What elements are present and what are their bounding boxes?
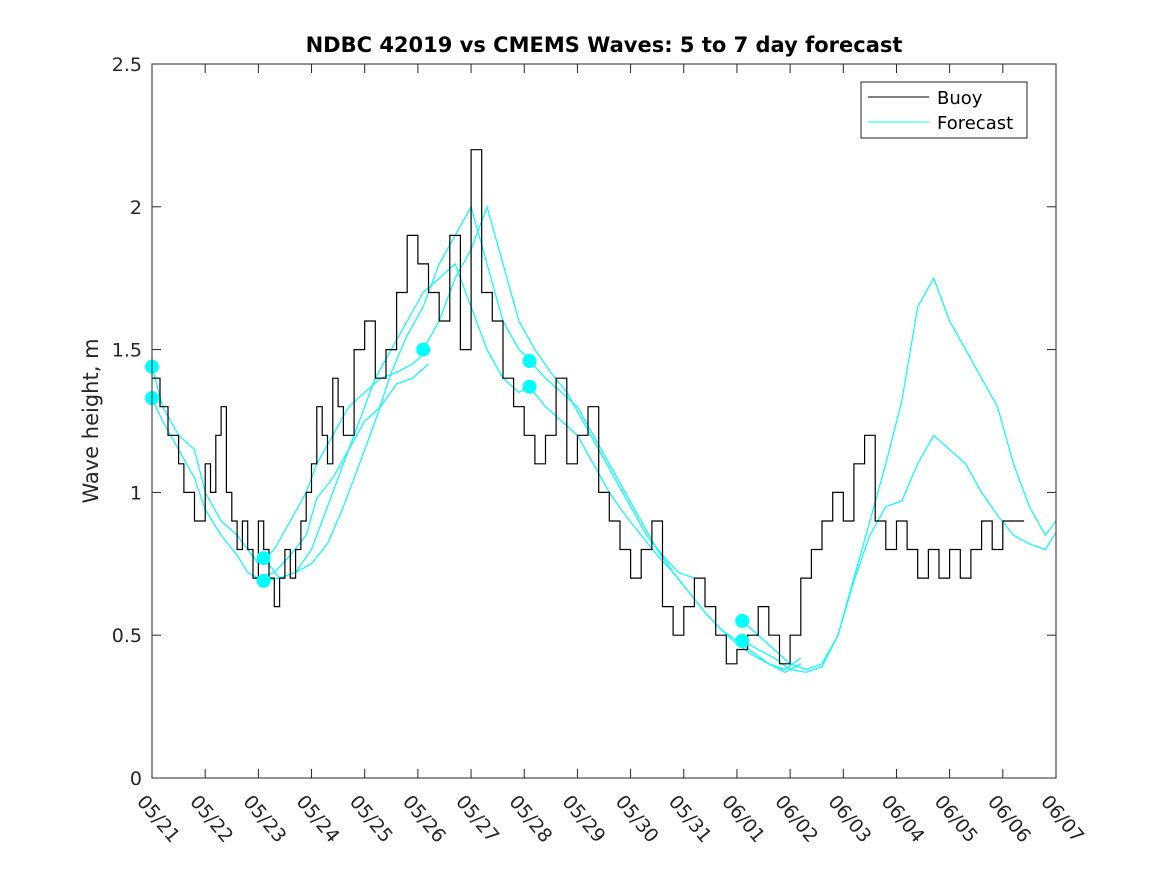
y-axis: 0 0.5 1 1.5 2 2.5 bbox=[112, 54, 1056, 790]
forecast-start-point bbox=[256, 551, 271, 566]
y-tick-label: 0.5 bbox=[112, 625, 142, 647]
x-tick-label: 06/07 bbox=[1036, 791, 1088, 847]
buoy-series bbox=[152, 149, 1025, 665]
x-tick-label: 05/21 bbox=[132, 791, 184, 847]
x-tick-label: 06/01 bbox=[717, 791, 769, 847]
y-tick-label: 1.5 bbox=[112, 340, 142, 362]
x-tick-label: 06/04 bbox=[877, 791, 929, 847]
forecast-line bbox=[741, 276, 1057, 671]
forecast-line bbox=[263, 262, 536, 579]
x-tick-label: 05/24 bbox=[292, 791, 344, 847]
x-tick-label: 05/28 bbox=[504, 791, 556, 847]
y-tick-label: 0 bbox=[130, 768, 142, 790]
legend: Buoy Forecast bbox=[860, 81, 1028, 139]
forecast-start-point bbox=[416, 342, 431, 357]
x-tick-label: 05/23 bbox=[239, 791, 291, 847]
y-axis-label: Wave height, m bbox=[79, 338, 103, 503]
forecast-start-point bbox=[522, 354, 537, 369]
x-tick-label: 06/06 bbox=[983, 791, 1035, 847]
forecast-start-point bbox=[256, 573, 271, 588]
forecast-line bbox=[529, 386, 802, 671]
forecast-series bbox=[151, 204, 1057, 673]
buoy-line bbox=[152, 149, 1025, 665]
forecast-line bbox=[529, 360, 802, 673]
x-tick-label: 05/27 bbox=[451, 791, 503, 847]
legend-buoy-label: Buoy bbox=[937, 88, 983, 109]
forecast-line bbox=[422, 204, 695, 579]
x-tick-label: 06/03 bbox=[823, 791, 875, 847]
plot-frame bbox=[151, 63, 1057, 779]
legend-forecast-label: Forecast bbox=[937, 113, 1013, 134]
x-tick-label: 05/22 bbox=[185, 791, 237, 847]
y-tick-label: 2.5 bbox=[112, 54, 142, 76]
x-tick-label: 06/05 bbox=[930, 791, 982, 847]
x-tick-label: 05/29 bbox=[558, 791, 610, 847]
forecast-start-point bbox=[735, 633, 750, 648]
y-tick-label: 2 bbox=[130, 197, 142, 219]
y-tick-label: 1 bbox=[130, 482, 142, 504]
forecast-start-point bbox=[735, 613, 750, 628]
x-tick-label: 06/02 bbox=[770, 791, 822, 847]
x-tick-label: 05/30 bbox=[611, 791, 663, 847]
x-tick-label: 05/25 bbox=[345, 791, 397, 847]
x-tick-label: 05/31 bbox=[664, 791, 716, 847]
forecast-line bbox=[742, 434, 1057, 673]
chart-title: NDBC 42019 vs CMEMS Waves: 5 to 7 day fo… bbox=[306, 33, 903, 57]
forecast-line bbox=[151, 363, 429, 579]
x-tick-label: 05/26 bbox=[398, 791, 450, 847]
forecast-start-point bbox=[522, 379, 537, 394]
plot-background bbox=[152, 64, 1056, 778]
forecast-line bbox=[263, 205, 536, 582]
forecast-line bbox=[151, 349, 429, 565]
legend-box bbox=[860, 81, 1028, 139]
plot-area bbox=[145, 63, 1057, 779]
